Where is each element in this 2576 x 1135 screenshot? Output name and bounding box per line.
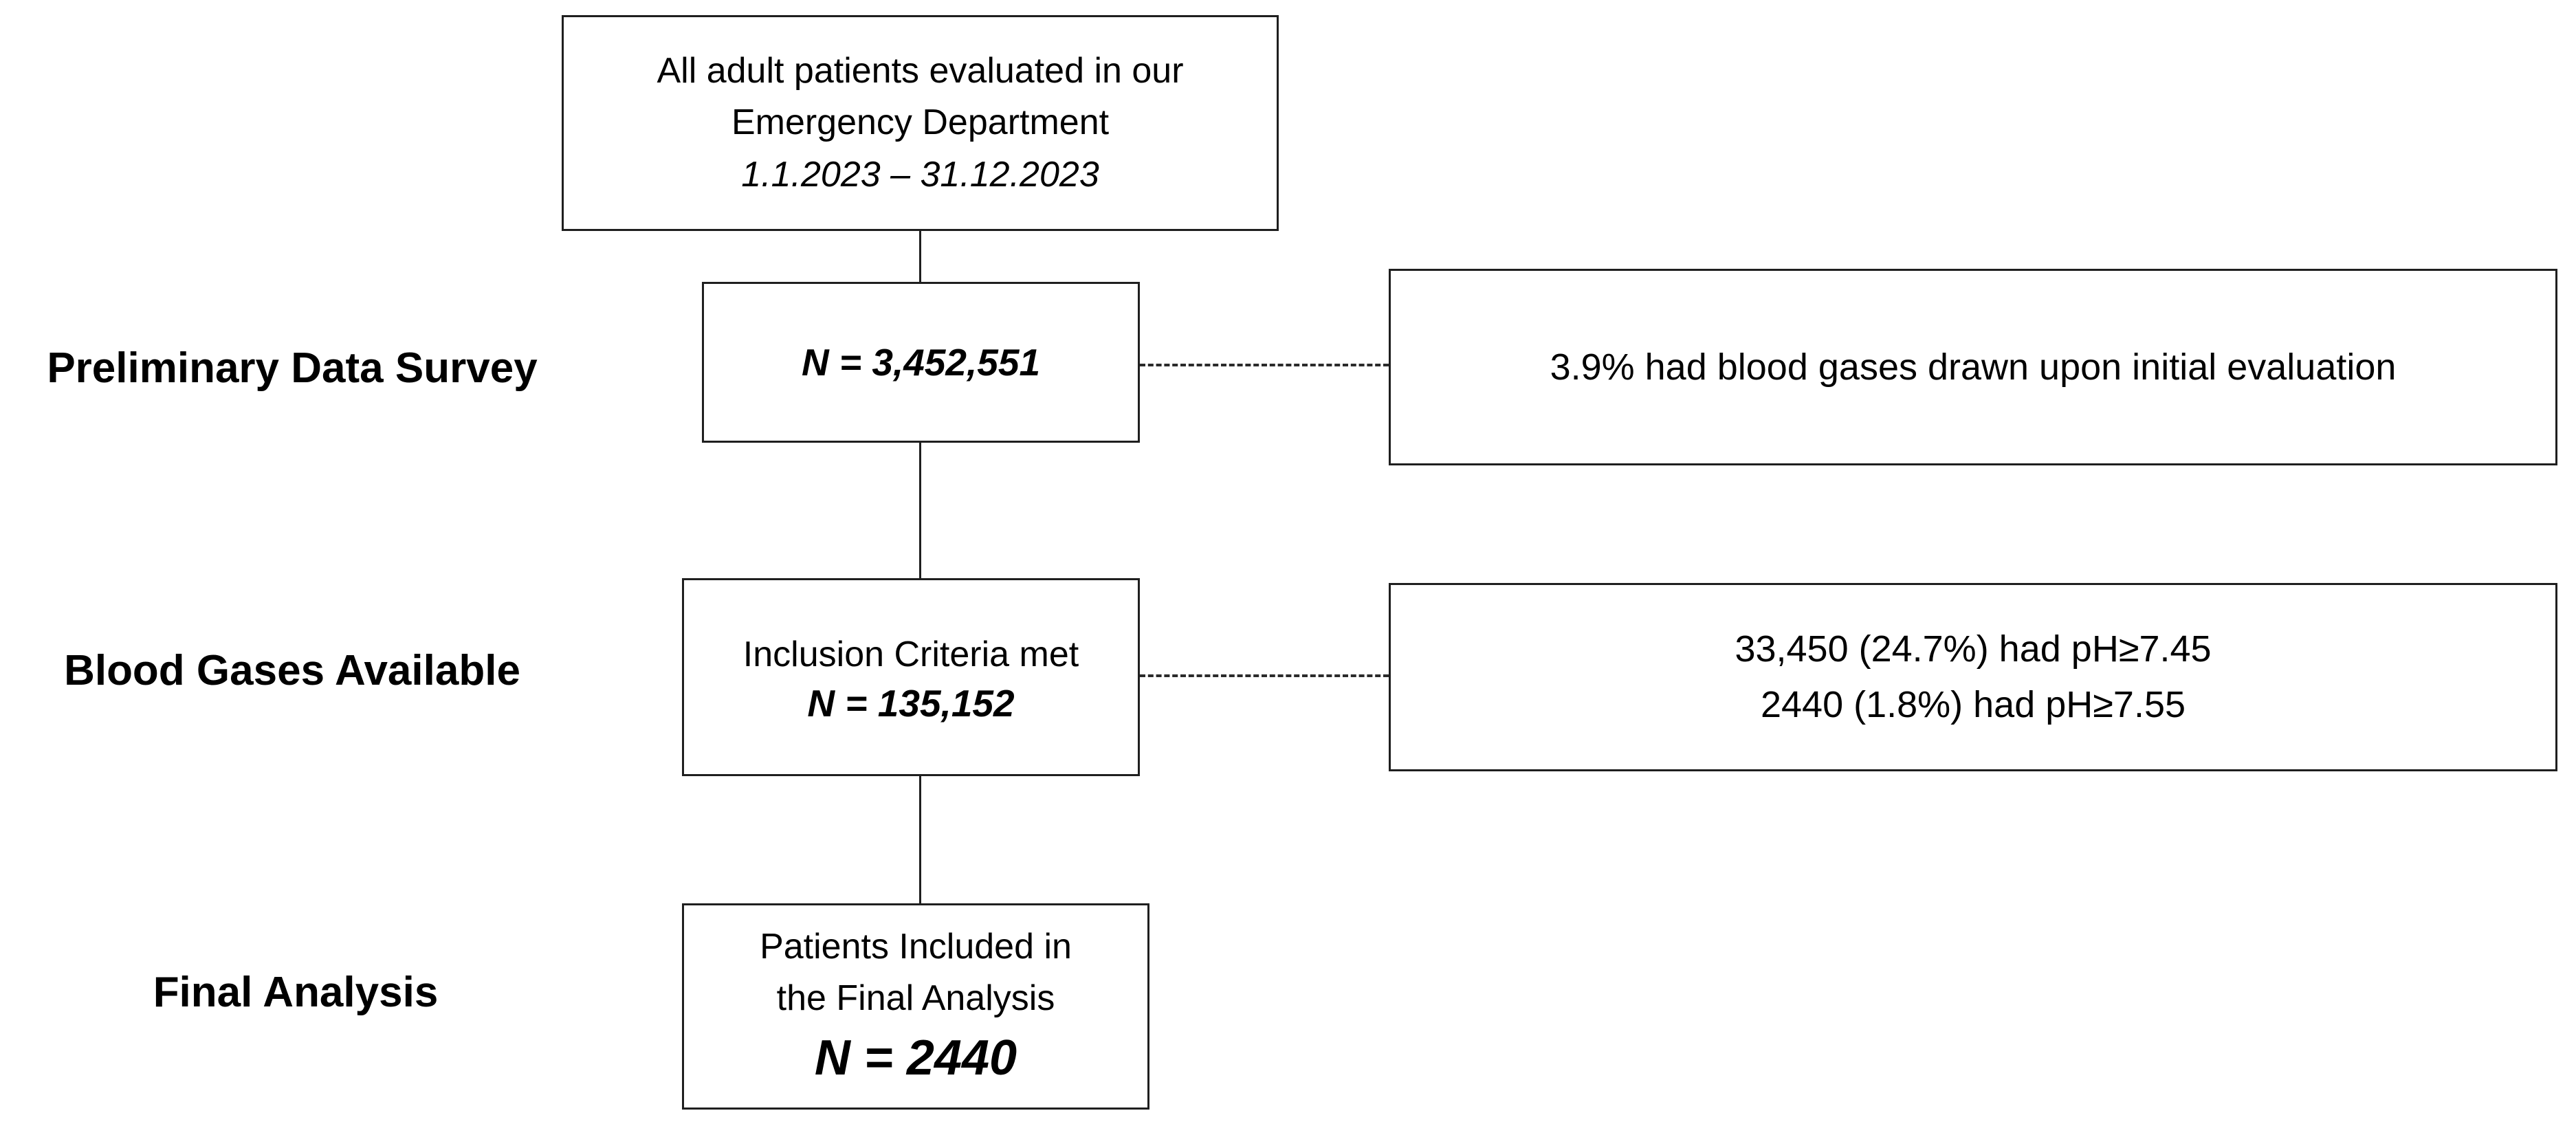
source-population-box: All adult patients evaluated in our Emer… xyxy=(562,15,1279,231)
final-analysis-line2: the Final Analysis xyxy=(776,978,1055,1019)
dashed-connector-blood-gases-note xyxy=(1140,674,1389,677)
dashed-connector-preliminary-note xyxy=(1140,364,1389,366)
final-analysis-line1: Patients Included in xyxy=(760,927,1072,967)
blood-gases-note-line1: 33,450 (24.7%) had pH≥7.45 xyxy=(1735,628,2212,670)
source-box-line1: All adult patients evaluated in our xyxy=(657,50,1184,91)
final-analysis-n-value: N = 2440 xyxy=(814,1030,1017,1086)
source-box-date-range: 1.1.2023 – 31.12.2023 xyxy=(741,154,1099,195)
stage-label-blood-gases-available: Blood Gases Available xyxy=(64,647,520,694)
inclusion-criteria-box: Inclusion Criteria met N = 135,152 xyxy=(682,578,1140,776)
preliminary-n-box: N = 3,452,551 xyxy=(702,282,1140,443)
connector-blood-gases-to-final xyxy=(919,776,921,903)
inclusion-criteria-n-value: N = 135,152 xyxy=(807,681,1015,725)
preliminary-note-box: 3.9% had blood gases drawn upon initial … xyxy=(1389,269,2557,465)
stage-label-preliminary-data-survey: Preliminary Data Survey xyxy=(47,344,538,392)
final-analysis-box: Patients Included in the Final Analysis … xyxy=(682,903,1149,1110)
preliminary-n-value: N = 3,452,551 xyxy=(801,341,1041,384)
source-box-line2: Emergency Department xyxy=(731,102,1110,143)
connector-preliminary-to-blood-gases xyxy=(919,443,921,578)
blood-gases-note-box: 33,450 (24.7%) had pH≥7.45 2440 (1.8%) h… xyxy=(1389,583,2557,771)
connector-source-to-preliminary xyxy=(919,231,921,282)
blood-gases-note-line2: 2440 (1.8%) had pH≥7.55 xyxy=(1760,684,2186,725)
stage-label-final-analysis: Final Analysis xyxy=(153,969,439,1016)
inclusion-criteria-line1: Inclusion Criteria met xyxy=(742,635,1079,675)
preliminary-note-text: 3.9% had blood gases drawn upon initial … xyxy=(1550,346,2397,388)
